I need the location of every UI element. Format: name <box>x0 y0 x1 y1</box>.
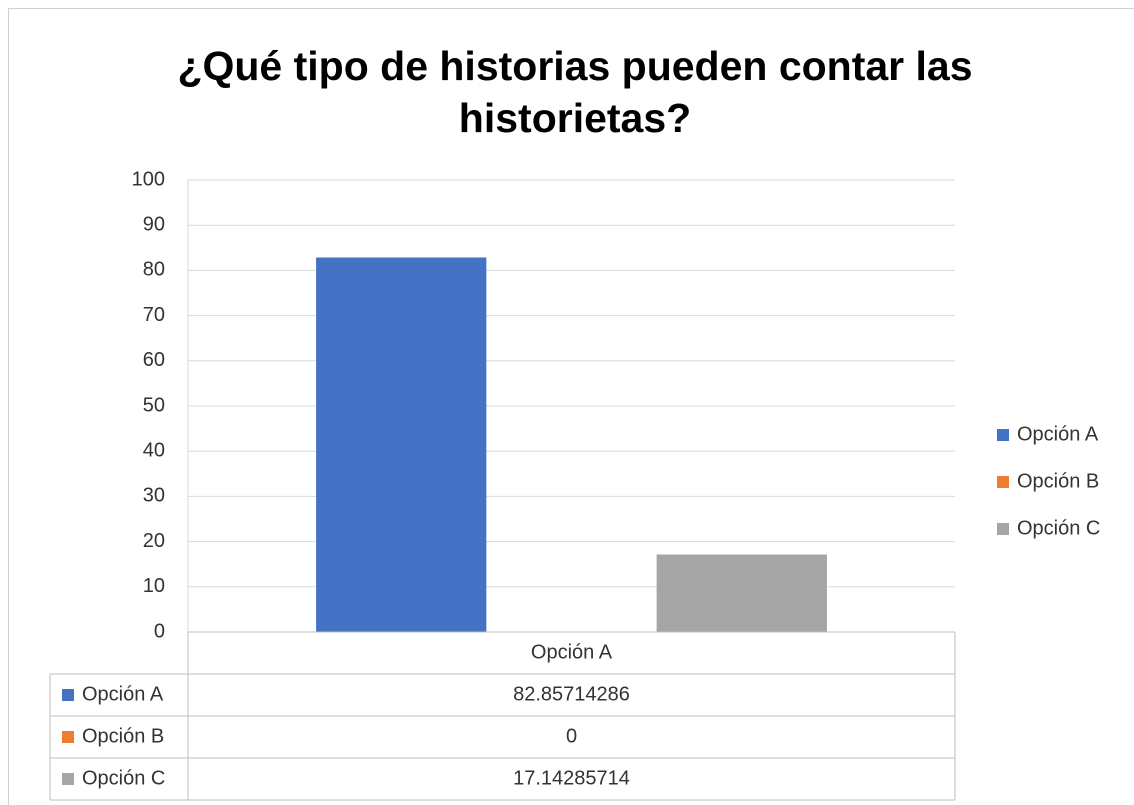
y-tick-label: 100 <box>132 168 165 190</box>
table-series-name: Opción B <box>82 725 164 747</box>
y-tick-label: 60 <box>143 349 165 371</box>
chart-border <box>8 8 1134 805</box>
y-tick-label: 40 <box>143 439 165 461</box>
table-value: 17.14285714 <box>513 767 630 789</box>
chart-title: ¿Qué tipo de historias pueden contar las… <box>177 43 973 141</box>
table-series-name: Opción A <box>82 683 164 705</box>
legend-label: Opción A <box>1017 423 1099 445</box>
y-tick-label: 0 <box>154 620 165 642</box>
y-tick-label: 20 <box>143 530 165 552</box>
y-tick-label: 30 <box>143 485 165 507</box>
legend-label: Opción B <box>1017 470 1099 492</box>
legend-key <box>997 476 1009 488</box>
table-key <box>62 773 74 785</box>
y-tick-label: 80 <box>143 259 165 281</box>
table-value: 82.85714286 <box>513 683 630 705</box>
x-tick-label: Opción A <box>531 641 613 663</box>
table-value: 0 <box>566 725 577 747</box>
y-tick-label: 10 <box>143 575 165 597</box>
legend-key <box>997 523 1009 535</box>
table-key <box>62 689 74 701</box>
y-tick-label: 70 <box>143 304 165 326</box>
legend-label: Opción C <box>1017 517 1100 539</box>
legend-key <box>997 429 1009 441</box>
table-series-name: Opción C <box>82 767 165 789</box>
y-tick-label: 90 <box>143 213 165 235</box>
table-key <box>62 731 74 743</box>
bar <box>656 554 827 632</box>
y-tick-label: 50 <box>143 394 165 416</box>
bar <box>316 257 487 632</box>
